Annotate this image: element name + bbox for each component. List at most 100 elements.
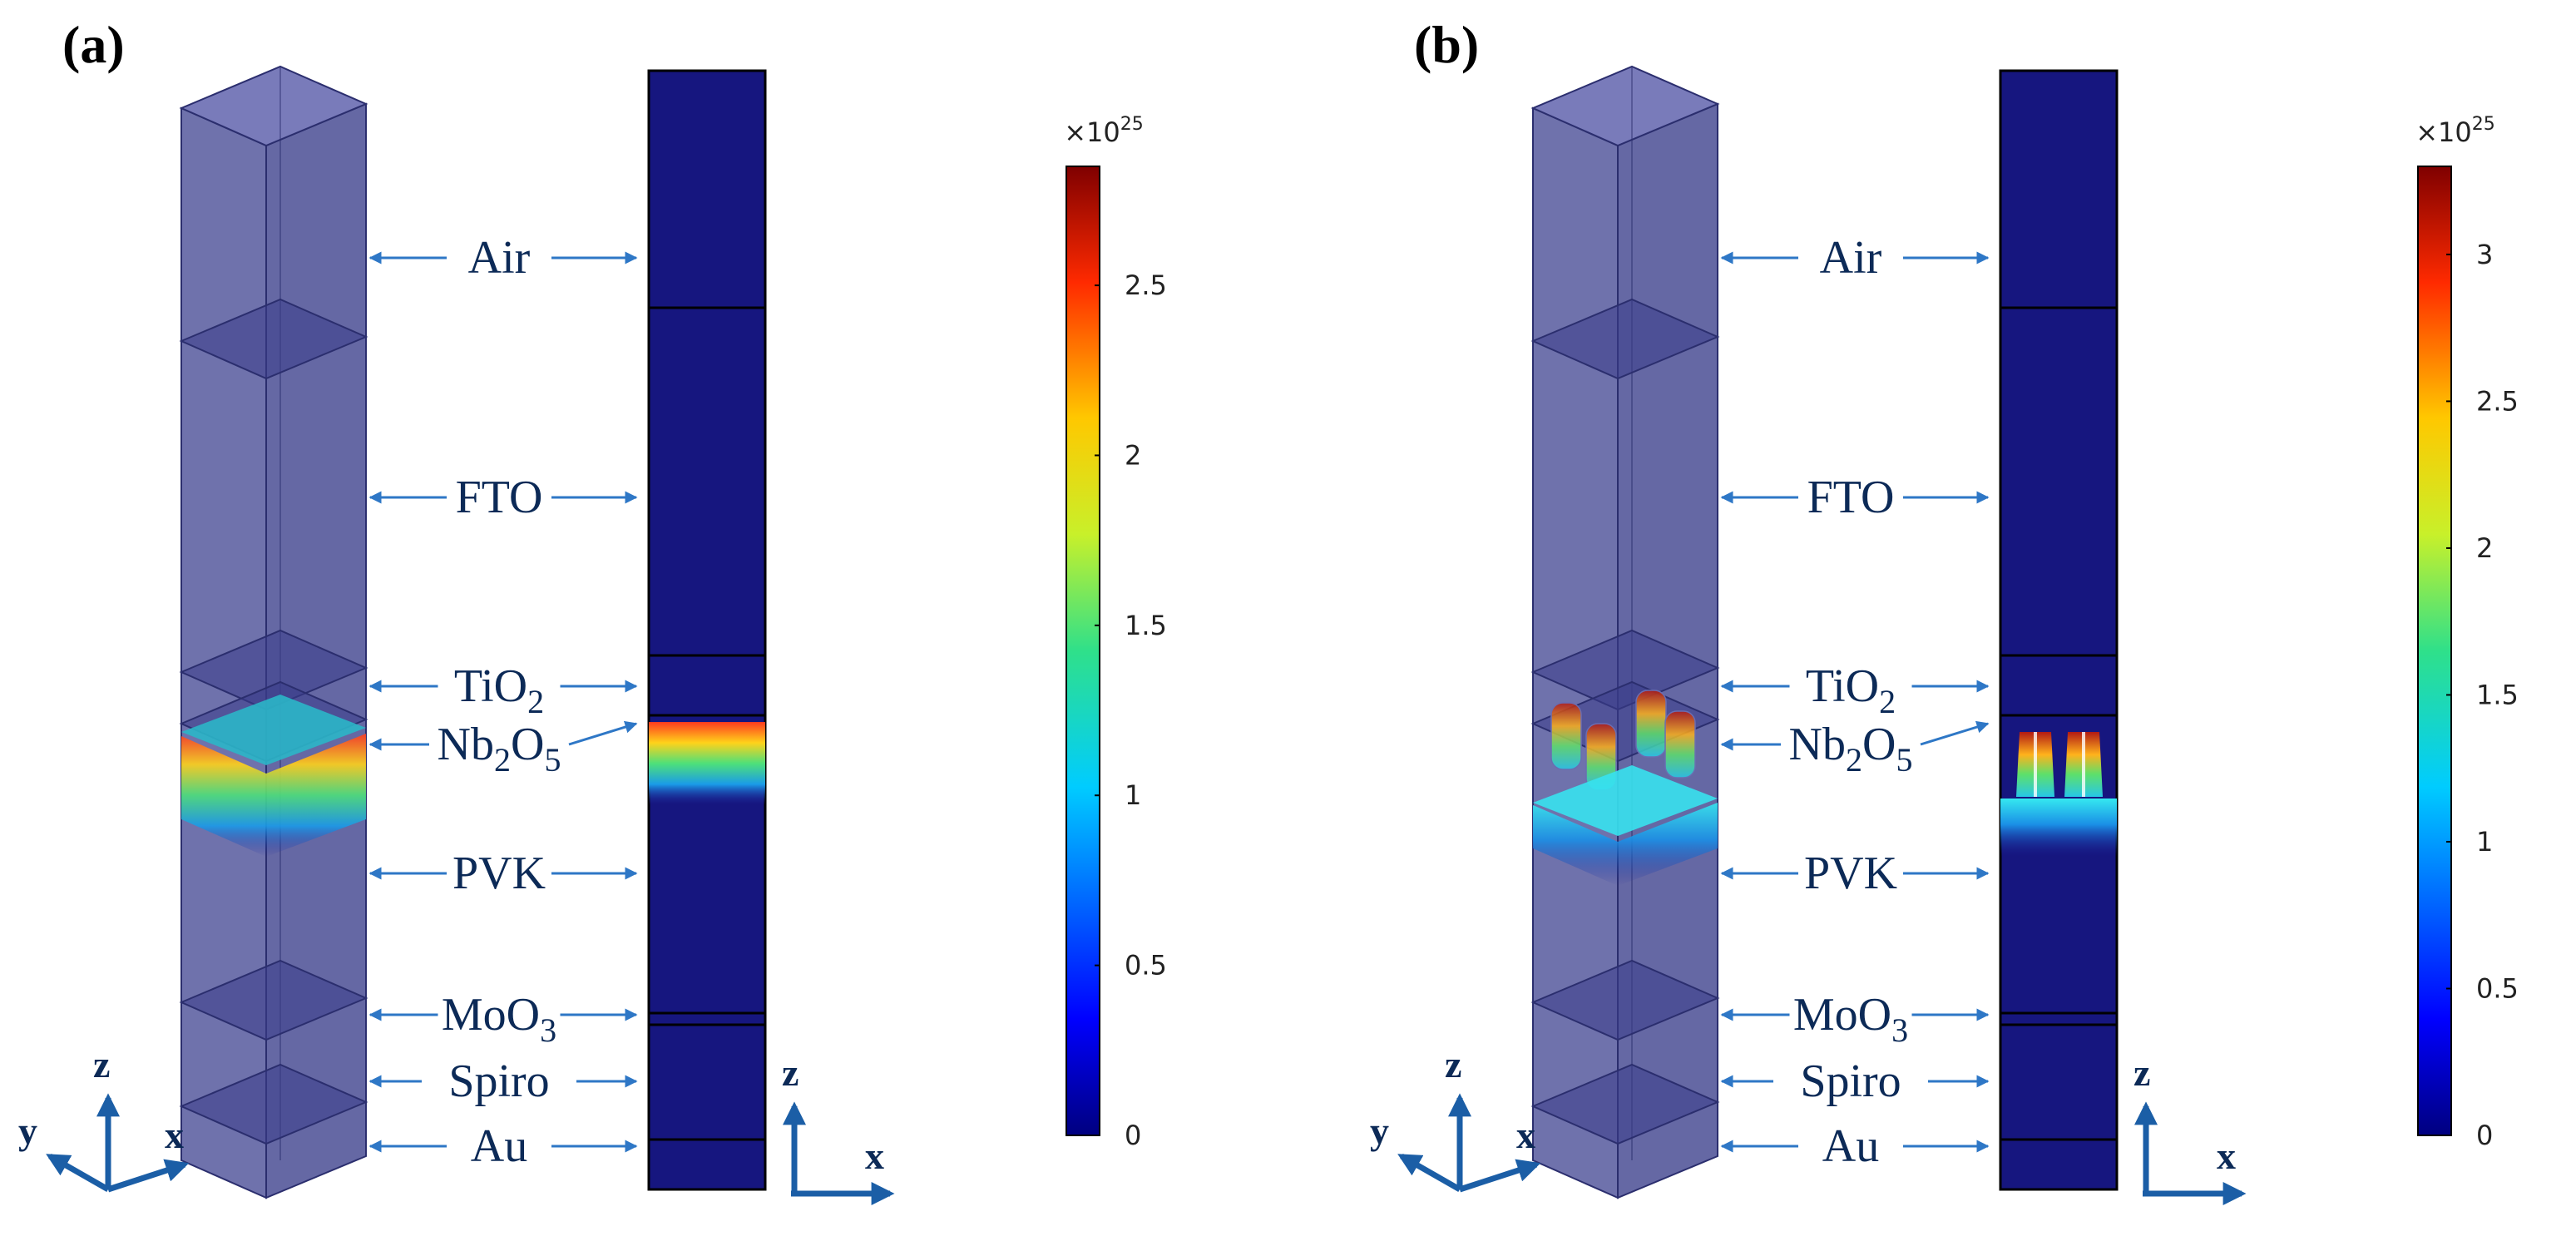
axes-2d: zx [782,1051,895,1205]
layer-label-moo3: MoO3 [1720,989,1990,1049]
svg-text:MoO3: MoO3 [442,989,556,1049]
panel-label: (b) [1414,15,1479,74]
layer-label-pvk: PVK [368,848,638,899]
interface-plane [1530,298,1720,380]
nano-pillar [1635,690,1667,758]
layer-label-moo3: MoO3 [368,989,638,1049]
svg-text:FTO: FTO [456,472,543,523]
svg-text:TiO2: TiO2 [1806,660,1896,720]
x-axis-arrow [1458,1159,1541,1193]
3d-column [1530,65,1720,1199]
axes-2d: zx [2133,1051,2247,1205]
interface-plane [1530,959,1720,1041]
colorbar-tick-label: 1 [2476,826,2493,858]
colorbar-tick-label: 2.5 [2476,385,2519,417]
x-axis-label: x [1516,1114,1535,1156]
svg-text:Au: Au [1822,1120,1879,1172]
interface-plane [1530,629,1720,711]
colorbar-tick-label: 2 [1125,439,1141,471]
slice-hot-band [649,722,765,805]
layer-label-air: Air [1720,232,1990,284]
colorbar-tick-label: 3 [2476,239,2493,270]
colorbar: ×1025 0 0.5 1 1.5 2 2.5 [1064,114,1167,1151]
arrow-right [1920,720,1990,746]
layer-label-fto: FTO [1720,472,1990,523]
3d-column [179,65,368,1199]
colorbar-tick-label: 2.5 [1125,269,1167,301]
interface-plane [179,629,368,711]
panel-b: (b)zy xzxAirFTOTiO2Nb2O5PVKMoO3SpiroAu×10… [1370,15,2519,1205]
svg-text:FTO: FTO [1807,472,1895,523]
colorbar-tick-label: 1.5 [1125,610,1167,641]
interface-plane [179,959,368,1041]
layer-label-au: Au [368,1120,638,1172]
layer-label-air: Air [368,232,638,284]
axes-3d: z y x [1370,1043,1541,1193]
hot-band [181,734,366,857]
colorbar-gradient [2417,166,2452,1136]
x-axis-arrow [106,1159,190,1193]
colorbar-tick-label: 0.5 [1125,950,1167,981]
z-axis-label-2d: z [782,1051,799,1094]
axes-3d: z y x [18,1043,190,1193]
svg-text:Spiro: Spiro [448,1056,549,1107]
slice-background [647,69,767,1191]
nano-pillar [1550,702,1582,770]
colorbar-tick-label: 0.5 [2476,972,2519,1004]
svg-text:MoO3: MoO3 [1793,989,1908,1049]
hot-plane [1533,765,1718,836]
x-axis-label-2d: x [865,1135,884,1177]
colorbar-multiplier: ×1025 [2415,114,2495,148]
2d-slice [1999,69,2119,1191]
y-axis-label: y [18,1110,37,1152]
slice-background [1999,69,2119,1191]
y-axis-arrow [1397,1153,1461,1193]
colorbar-tick-label: 0 [1125,1120,1141,1151]
layer-label-nb2o5: Nb2O5 [368,719,638,779]
colorbar-multiplier: ×1025 [1064,114,1144,148]
svg-text:Au: Au [471,1120,527,1172]
slice-hot-band [2000,799,2117,857]
svg-text:PVK: PVK [1804,848,1897,899]
svg-text:Air: Air [468,232,531,284]
z-axis-label: z [93,1043,110,1085]
colorbar-tick-label: 1 [1125,779,1141,811]
x-axis-label: x [165,1114,184,1156]
interface-plane [1530,1063,1720,1145]
layer-label-tio2: TiO2 [368,660,638,720]
y-axis-arrow [46,1153,110,1193]
hot-plane [181,695,366,765]
z-axis-label: z [1445,1043,1461,1085]
colorbar-gradient [1066,166,1100,1136]
layer-label-au: Au [1720,1120,1990,1172]
layer-label-spiro: Spiro [368,1056,638,1107]
column-top-face [1530,65,1720,147]
nano-pillar [1664,710,1696,779]
interface-plane [179,1063,368,1145]
svg-text:Nb2O5: Nb2O5 [438,719,561,779]
y-axis-label: y [1370,1110,1389,1152]
layer-label-spiro: Spiro [1720,1056,1990,1107]
layer-label-fto: FTO [368,472,638,523]
column-top-face [179,65,368,147]
hot-band [1533,803,1718,886]
svg-text:Spiro: Spiro [1800,1056,1901,1107]
svg-text:Air: Air [1820,232,1882,284]
svg-text:TiO2: TiO2 [454,660,544,720]
colorbar-tick-label: 0 [2476,1120,2493,1151]
x-axis-label-2d: x [2217,1135,2236,1177]
interface-plane [179,298,368,380]
colorbar-tick-label: 2 [2476,532,2493,564]
layer-label-pvk: PVK [1720,848,1990,899]
layer-label-tio2: TiO2 [1720,660,1990,720]
panel-a: (a)zy xzxAirFTOTiO2Nb2O5PVKMoO3SpiroAu×10… [18,15,1167,1205]
svg-text:PVK: PVK [452,848,546,899]
panel-label: (a) [62,15,125,74]
colorbar: ×1025 0 0.5 1 1.5 2 2.5 3 [2415,114,2519,1151]
svg-text:Nb2O5: Nb2O5 [1789,719,1913,779]
colorbar-tick-label: 1.5 [2476,679,2519,710]
2d-slice [647,69,767,1191]
